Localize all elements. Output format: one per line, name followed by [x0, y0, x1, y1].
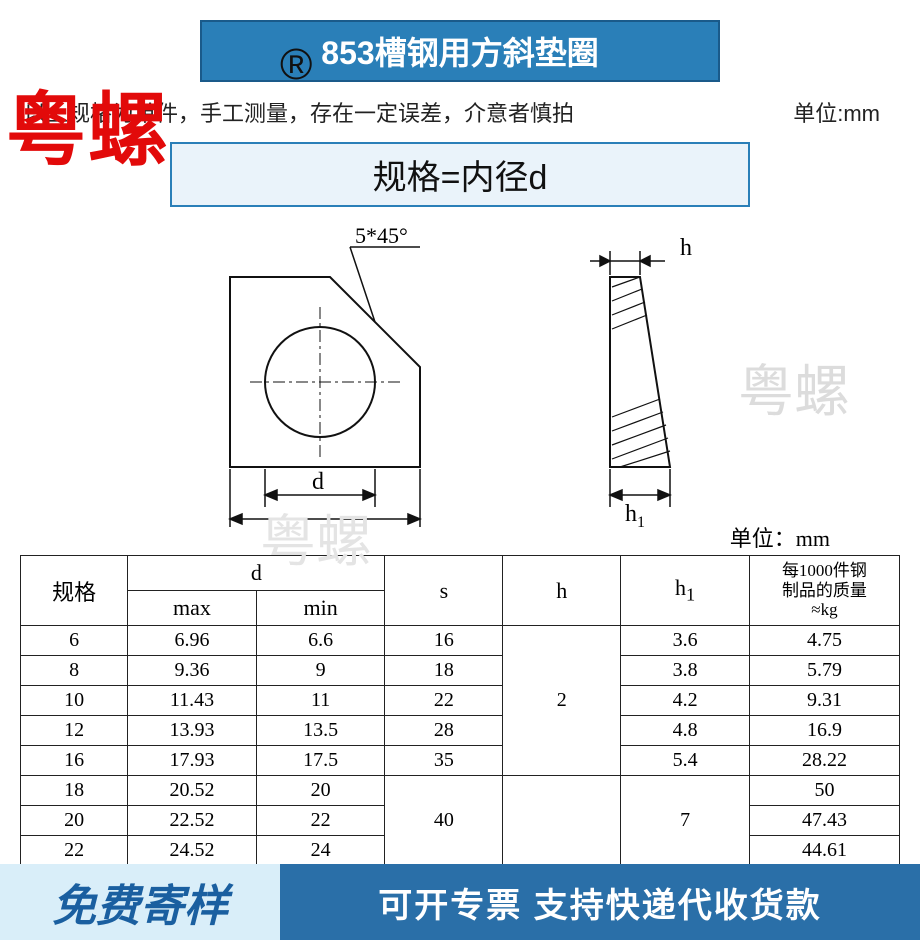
table-cell: 44.61 [749, 836, 899, 866]
dim-h1: h1 [625, 501, 645, 527]
page-title: 853槽钢用方斜垫圈 [200, 20, 720, 82]
col-d: d [128, 556, 385, 591]
table-cell: 9.31 [749, 686, 899, 716]
table-cell: 22 [21, 836, 128, 866]
col-spec: 规格 [21, 556, 128, 626]
technical-diagram: 粤螺 粤螺 5*45° d [0, 207, 920, 527]
table-cell: 47.43 [749, 806, 899, 836]
table-cell: 5.4 [621, 746, 750, 776]
table-cell: 6.6 [256, 626, 385, 656]
table-cell: 22 [385, 686, 503, 716]
table-cell: 16 [385, 626, 503, 656]
footer-services: 可开专票 支持快递代收货款 [280, 864, 920, 940]
table-cell: 5.79 [749, 656, 899, 686]
table-cell: 24 [256, 836, 385, 866]
table-cell: 17.93 [128, 746, 257, 776]
table-header-row: 规格 d s h h1 每1000件钢制品的质量≈kg [21, 556, 900, 591]
col-d-min: min [256, 591, 385, 626]
table-cell: 6.96 [128, 626, 257, 656]
table-cell: 18 [385, 656, 503, 686]
table-cell: 28.22 [749, 746, 899, 776]
registered-mark: ® [280, 40, 312, 90]
table-body: 66.966.61623.64.7589.369183.85.791011.43… [21, 626, 900, 896]
table-cell: 13.93 [128, 716, 257, 746]
table-cell: 9 [256, 656, 385, 686]
col-s: s [385, 556, 503, 626]
chamfer-label: 5*45° [355, 223, 408, 248]
table-cell: 22.52 [128, 806, 257, 836]
table-cell: 6 [21, 626, 128, 656]
dim-d: d [312, 469, 324, 495]
table-cell: 40 [385, 776, 503, 866]
table-cell: 4.2 [621, 686, 750, 716]
col-h: h [503, 556, 621, 626]
table-cell: 11.43 [128, 686, 257, 716]
footer-banner: 免费寄样 可开专票 支持快递代收货款 [0, 864, 920, 940]
table-cell: 4.8 [621, 716, 750, 746]
spec-table: 规格 d s h h1 每1000件钢制品的质量≈kg max min 66.9… [20, 555, 900, 896]
footer-free-sample: 免费寄样 [0, 864, 280, 940]
table-cell: 20 [21, 806, 128, 836]
table-cell: 24.52 [128, 836, 257, 866]
dim-s: s [318, 519, 327, 527]
table-cell: 20.52 [128, 776, 257, 806]
dim-h: h [680, 235, 692, 261]
table-row: 89.36918 3.85.79 [21, 656, 900, 686]
table-cell: 7 [621, 776, 750, 866]
table-cell: 4.75 [749, 626, 899, 656]
table-cell: 16 [21, 746, 128, 776]
washer-diagram-svg: 5*45° d s [0, 207, 920, 527]
table-cell [503, 776, 621, 866]
col-d-max: max [128, 591, 257, 626]
table-cell: 11 [256, 686, 385, 716]
table-cell: 9.36 [128, 656, 257, 686]
table-row: 1820.522040750 [21, 776, 900, 806]
table-cell: 22 [256, 806, 385, 836]
table-row: 1617.9317.535 5.428.22 [21, 746, 900, 776]
table-row: 1011.431122 4.29.31 [21, 686, 900, 716]
spec-formula: 规格=内径d [170, 142, 750, 207]
table-cell: 3.8 [621, 656, 750, 686]
table-cell: 17.5 [256, 746, 385, 776]
table-cell: 2 [503, 626, 621, 776]
table-cell: 8 [21, 656, 128, 686]
table-cell: 20 [256, 776, 385, 806]
table-cell: 12 [21, 716, 128, 746]
table-cell: 28 [385, 716, 503, 746]
table-cell: 18 [21, 776, 128, 806]
unit-label: 单位:mm [793, 96, 880, 128]
table-cell: 35 [385, 746, 503, 776]
table-cell: 50 [749, 776, 899, 806]
brand-overlay: 粤螺 [6, 66, 170, 182]
table-row: 66.966.61623.64.75 [21, 626, 900, 656]
table-row: 1213.9313.528 4.816.9 [21, 716, 900, 746]
col-mass: 每1000件钢制品的质量≈kg [749, 556, 899, 626]
table-cell: 16.9 [749, 716, 899, 746]
table-cell: 3.6 [621, 626, 750, 656]
col-h1: h1 [621, 556, 750, 626]
table-cell: 13.5 [256, 716, 385, 746]
table-cell: 10 [21, 686, 128, 716]
